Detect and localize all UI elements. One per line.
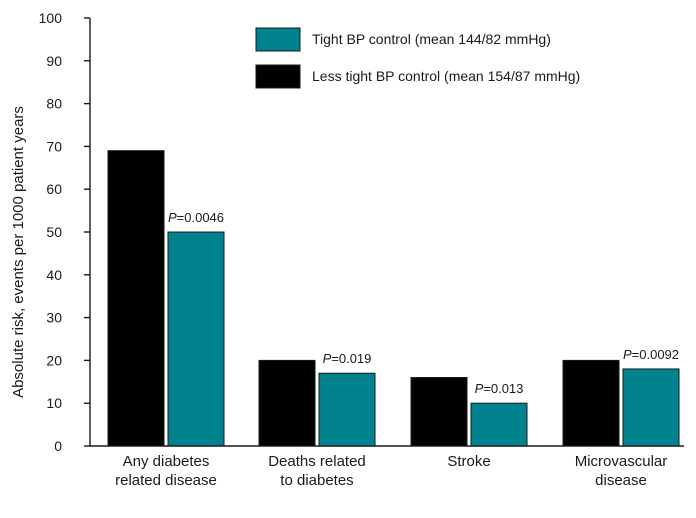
y-tick-label: 40 <box>46 267 62 283</box>
y-axis-label: Absolute risk, events per 1000 patient y… <box>10 106 27 398</box>
p-value: =0.0092 <box>632 347 679 362</box>
bar-tight-2 <box>470 402 528 447</box>
legend-swatch <box>255 27 301 52</box>
legend-label: Tight BP control (mean 144/82 mmHg) <box>312 31 551 47</box>
bar-less-tight-2 <box>410 377 468 447</box>
y-tick-label: 0 <box>54 438 62 454</box>
p-symbol: P <box>323 351 332 366</box>
legend-label: Less tight BP control (mean 154/87 mmHg) <box>312 68 580 84</box>
y-tick-label: 100 <box>39 10 63 26</box>
legend: Tight BP control (mean 144/82 mmHg) Less … <box>255 27 580 89</box>
bar-less-tight-3 <box>562 359 620 447</box>
bar-tight-3 <box>622 368 680 447</box>
bar-tight-0 <box>167 231 225 447</box>
category-label: related disease <box>115 472 217 489</box>
y-tick-label: 10 <box>46 395 62 411</box>
p-symbol: P <box>168 210 177 225</box>
x-axis-category-labels: Any diabetes related disease Deaths relate… <box>115 453 667 489</box>
category-label: Microvascular <box>575 453 668 470</box>
category-label: Stroke <box>447 453 490 470</box>
p-value-label: P=0.013 <box>475 381 524 396</box>
y-tick-label: 60 <box>46 181 62 197</box>
bar-less-tight-1 <box>258 359 316 447</box>
bars <box>107 150 680 447</box>
p-value: =0.019 <box>331 351 371 366</box>
p-value-label: P=0.019 <box>323 351 372 366</box>
y-tick-label: 30 <box>46 310 62 326</box>
bar-tight-1 <box>318 372 376 447</box>
legend-swatch <box>255 64 301 89</box>
bar-less-tight-0 <box>107 150 165 447</box>
p-value: =0.013 <box>483 381 523 396</box>
y-tick-label: 20 <box>46 352 62 368</box>
y-tick-label: 80 <box>46 96 62 112</box>
p-value: =0.0046 <box>177 210 224 225</box>
y-tick-label: 50 <box>46 224 62 240</box>
y-tick-label: 90 <box>46 53 62 69</box>
chart-axes <box>89 18 684 447</box>
category-label: Any diabetes <box>123 453 210 470</box>
category-label: to diabetes <box>280 472 353 489</box>
p-symbol: P <box>475 381 484 396</box>
category-label: disease <box>595 472 647 489</box>
p-value-label: P=0.0046 <box>168 210 224 225</box>
y-tick-label: 70 <box>46 138 62 154</box>
p-value-label: P=0.0092 <box>623 347 679 362</box>
p-symbol: P <box>623 347 632 362</box>
y-axis-ticks: 0 10 20 30 40 50 60 70 80 90 100 <box>39 10 90 454</box>
category-label: Deaths related <box>268 453 366 470</box>
